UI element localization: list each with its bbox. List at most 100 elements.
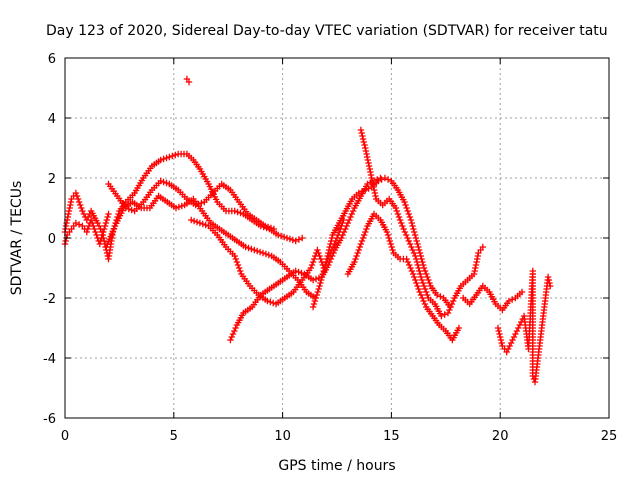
x-tick-label: 10	[274, 429, 291, 444]
data-point	[417, 270, 424, 278]
data-point	[359, 132, 366, 140]
data-point	[416, 288, 423, 296]
data-point	[72, 189, 80, 197]
data-point	[358, 237, 366, 245]
data-point	[496, 330, 503, 338]
data-point	[414, 240, 421, 248]
data-point	[355, 246, 362, 254]
data-point	[513, 327, 521, 335]
data-point	[317, 279, 324, 287]
data-point	[448, 300, 456, 308]
data-point	[79, 207, 86, 215]
data-point	[228, 333, 235, 341]
data-point	[408, 243, 415, 251]
data-point	[444, 309, 452, 317]
data-point	[232, 324, 239, 332]
data-point	[515, 324, 522, 332]
data-point	[348, 210, 355, 218]
data-point	[163, 154, 170, 162]
data-point	[316, 282, 323, 290]
data-point	[408, 219, 415, 227]
data-point	[419, 294, 426, 302]
data-point	[248, 245, 255, 253]
y-tick-label: 2	[48, 172, 56, 187]
data-point	[317, 255, 324, 263]
data-point	[324, 252, 331, 260]
data-point	[322, 258, 330, 266]
data-point	[77, 201, 84, 209]
data-point	[405, 210, 412, 218]
data-point	[359, 135, 367, 143]
y-tick-label: 0	[48, 232, 56, 247]
data-point	[299, 234, 306, 242]
data-point	[264, 223, 272, 231]
data-point	[316, 252, 323, 260]
data-point	[308, 261, 316, 269]
data-point	[280, 233, 288, 241]
data-point	[404, 234, 411, 242]
data-point	[415, 243, 422, 251]
data-point	[245, 244, 252, 252]
data-point	[310, 300, 318, 308]
y-tick-label: -4	[43, 352, 56, 367]
data-point	[175, 203, 183, 211]
data-point	[438, 312, 445, 320]
data-point	[259, 249, 267, 257]
data-point	[479, 243, 486, 251]
data-point	[65, 207, 73, 215]
data-point	[413, 237, 420, 245]
data-point	[415, 285, 422, 293]
data-point	[313, 291, 320, 299]
data-point	[498, 339, 505, 347]
data-point	[372, 192, 379, 200]
y-tick-label: -6	[43, 412, 56, 427]
data-point	[163, 179, 170, 187]
data-point	[347, 213, 354, 221]
data-point	[401, 198, 408, 206]
data-point	[359, 234, 367, 242]
data-point	[80, 210, 88, 218]
data-point	[507, 339, 515, 347]
data-point	[420, 264, 428, 272]
data-point	[178, 202, 185, 210]
data-point	[419, 279, 427, 287]
data-point	[399, 222, 406, 230]
data-point	[78, 204, 85, 212]
data-point	[91, 225, 98, 233]
data-point	[251, 246, 258, 254]
data-point	[361, 231, 368, 239]
axis-ticks: 0 5 10 15 20 25 -6 -4 -2 0 2 4 6	[43, 52, 617, 444]
data-point	[262, 222, 269, 230]
data-point	[62, 237, 69, 245]
data-point	[172, 151, 179, 159]
data-point	[74, 195, 82, 203]
data-point	[83, 228, 90, 236]
data-point	[275, 231, 282, 239]
data-point	[352, 255, 359, 263]
data-point	[362, 147, 370, 155]
data-point	[196, 219, 204, 227]
data-point	[389, 246, 396, 254]
data-point	[405, 237, 412, 245]
data-point	[446, 306, 453, 314]
data-point	[421, 300, 429, 308]
data-point	[441, 311, 448, 318]
data-point	[437, 293, 444, 300]
data-point	[100, 228, 107, 236]
data-point	[265, 251, 272, 259]
data-point	[309, 258, 317, 266]
data-point	[353, 252, 360, 260]
data-point	[98, 234, 105, 242]
data-point	[315, 249, 322, 257]
data-point	[406, 240, 414, 248]
data-point	[396, 216, 404, 224]
data-point	[314, 288, 321, 296]
data-point	[102, 219, 110, 227]
data-point	[363, 225, 370, 233]
data-point	[369, 177, 376, 185]
data-point	[411, 228, 418, 236]
data-point	[318, 276, 325, 284]
data-point	[413, 258, 421, 266]
data-point	[417, 252, 424, 260]
data-point	[404, 258, 412, 266]
